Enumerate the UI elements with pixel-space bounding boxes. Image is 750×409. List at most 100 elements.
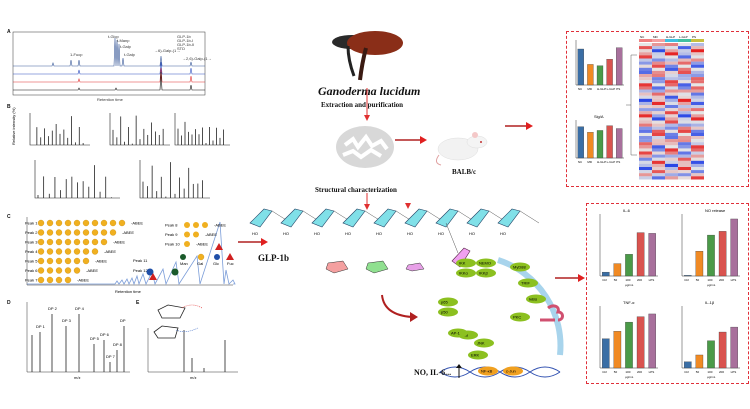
heatmap-cell	[691, 132, 704, 137]
galactose-icon	[184, 222, 190, 228]
heatmap-cell	[678, 95, 691, 99]
peak-label: →6)-Galp-(1→	[154, 48, 180, 53]
heatmap-cell	[691, 98, 704, 102]
polysaccharide-chain-structure: HO HO HO HO HO HO HO HO HO	[249, 203, 540, 268]
heatmap-cell	[665, 117, 678, 121]
galactose-icon	[184, 241, 190, 247]
legend-item: GLP-1b-I	[177, 38, 193, 43]
galactose-icon	[37, 219, 45, 227]
heatmap-cell	[639, 123, 652, 127]
group-color-bar	[652, 39, 665, 42]
heatmap-cell	[652, 95, 665, 99]
heatmap-cell	[691, 151, 704, 155]
x-axis-label: Retention time	[97, 97, 124, 102]
heatmap-cell	[678, 67, 691, 71]
heatmap-cell	[665, 101, 678, 106]
abee-tag: -ABEE	[214, 223, 226, 228]
heatmap-cell	[665, 58, 678, 62]
peak-label: Peak 11	[133, 258, 148, 263]
heatmap-cell	[678, 151, 691, 155]
galactose-icon	[46, 238, 54, 246]
heatmap-cell	[665, 55, 678, 59]
category-label: MD	[587, 160, 592, 164]
heatmap-cell	[639, 92, 652, 96]
group-color-bar	[665, 39, 678, 42]
heatmap-cell	[678, 92, 691, 96]
heatmap-cell	[678, 170, 691, 174]
bar	[596, 65, 604, 86]
heatmap-cell	[665, 80, 678, 84]
group-color-bar	[639, 39, 652, 42]
peak-label: DP 2	[48, 306, 58, 311]
heatmap-cell	[665, 67, 678, 71]
heatmap-cell	[652, 170, 665, 174]
heatmap-cell	[652, 163, 665, 168]
heatmap-cell	[691, 120, 704, 124]
heatmap-cell	[652, 117, 665, 121]
microbiota-heatmap: NC MD H-GLP L-GLP PS	[626, 35, 704, 180]
heatmap-cell	[678, 123, 691, 127]
pathway-node	[438, 297, 458, 307]
hydroxyl-label: HO	[469, 231, 475, 236]
galactose-icon	[91, 248, 99, 255]
galactose-icon	[64, 229, 72, 236]
pathway-node	[478, 366, 498, 376]
heatmap-cell	[678, 108, 691, 112]
heatmap-cell	[652, 43, 665, 47]
pathway-node-label: AP-1	[451, 331, 461, 336]
pathway-node	[503, 366, 523, 376]
heatmap-cell	[678, 98, 691, 102]
pathway-node-label: p65	[441, 300, 448, 305]
bar	[707, 234, 715, 277]
abee-tag: -ABEE	[104, 249, 116, 254]
heatmap-cell	[665, 43, 678, 47]
heatmap-cell	[691, 139, 704, 143]
bar	[636, 316, 645, 369]
abee-tag: -ABEE	[113, 240, 125, 245]
heatmap-cell	[639, 117, 652, 121]
galactose-icon	[82, 257, 90, 265]
galactose-icon	[46, 257, 54, 265]
category-label: L-GLP	[607, 160, 616, 164]
heatmap-cell	[691, 167, 704, 171]
heatmap-cell	[639, 163, 652, 168]
sugar-ring-icon	[497, 208, 521, 228]
galactose-icon	[100, 238, 108, 246]
sugar-ring-icon	[466, 208, 490, 228]
heatmap-cell	[639, 61, 652, 65]
galactose-icon	[82, 248, 90, 255]
heatmap-cell	[652, 101, 665, 106]
bar	[625, 254, 633, 277]
heatmap-cell	[652, 74, 665, 78]
peak-label: DP 1	[36, 324, 46, 329]
panel-label-b: B	[7, 104, 11, 110]
heatmap-cell	[639, 108, 652, 112]
hydroxyl-label: HO	[345, 231, 351, 236]
pathway-node-label: TRIF	[521, 281, 530, 286]
galactose-icon	[37, 276, 45, 284]
galactose-icon	[55, 229, 63, 236]
heatmap-cell	[678, 167, 691, 171]
bar	[613, 263, 622, 277]
galactose-icon	[46, 219, 54, 227]
x-axis-label: m/z	[190, 375, 196, 380]
galactose-icon	[64, 267, 72, 274]
peak-label: Peak 6	[25, 268, 38, 273]
heatmap-cell	[652, 83, 665, 87]
curved-arrow-icon	[381, 294, 418, 322]
peak-label: Peak 7	[25, 278, 38, 283]
peak-label: DP 8	[113, 342, 123, 347]
heatmap-cell	[665, 120, 678, 124]
galactose-icon	[202, 222, 208, 228]
hydroxyl-label: HO	[252, 231, 258, 236]
heatmap-cell	[639, 129, 652, 133]
bar	[730, 218, 738, 277]
category-label: H-GLP	[597, 160, 606, 164]
chart-title: IL-6	[623, 208, 631, 213]
group-label: MD	[653, 35, 658, 39]
heatmap-cell	[639, 58, 652, 62]
peak-label: Peak 5	[25, 259, 38, 264]
galactose-icon	[100, 219, 108, 227]
heatmap-cell	[652, 136, 665, 140]
galactose-icon	[91, 229, 99, 236]
